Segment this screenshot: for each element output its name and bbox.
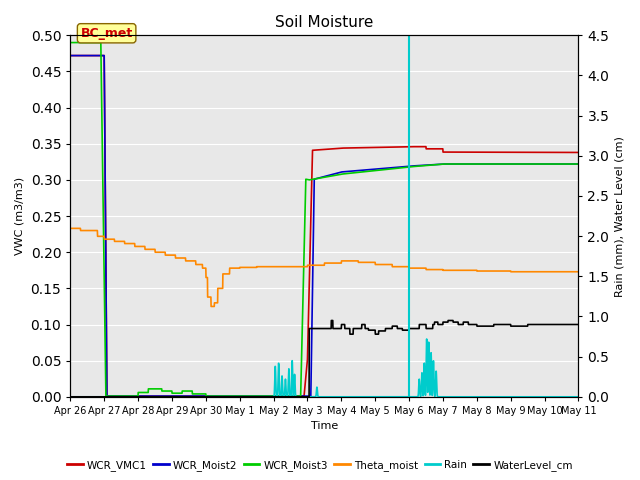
X-axis label: Time: Time	[311, 421, 338, 432]
Y-axis label: Rain (mm), Water Level (cm): Rain (mm), Water Level (cm)	[615, 136, 625, 297]
Y-axis label: VWC (m3/m3): VWC (m3/m3)	[15, 177, 25, 255]
Text: BC_met: BC_met	[81, 27, 132, 40]
Legend: WCR_VMC1, WCR_Moist2, WCR_Moist3, Theta_moist, Rain, WaterLevel_cm: WCR_VMC1, WCR_Moist2, WCR_Moist3, Theta_…	[63, 456, 577, 475]
Title: Soil Moisture: Soil Moisture	[275, 15, 374, 30]
